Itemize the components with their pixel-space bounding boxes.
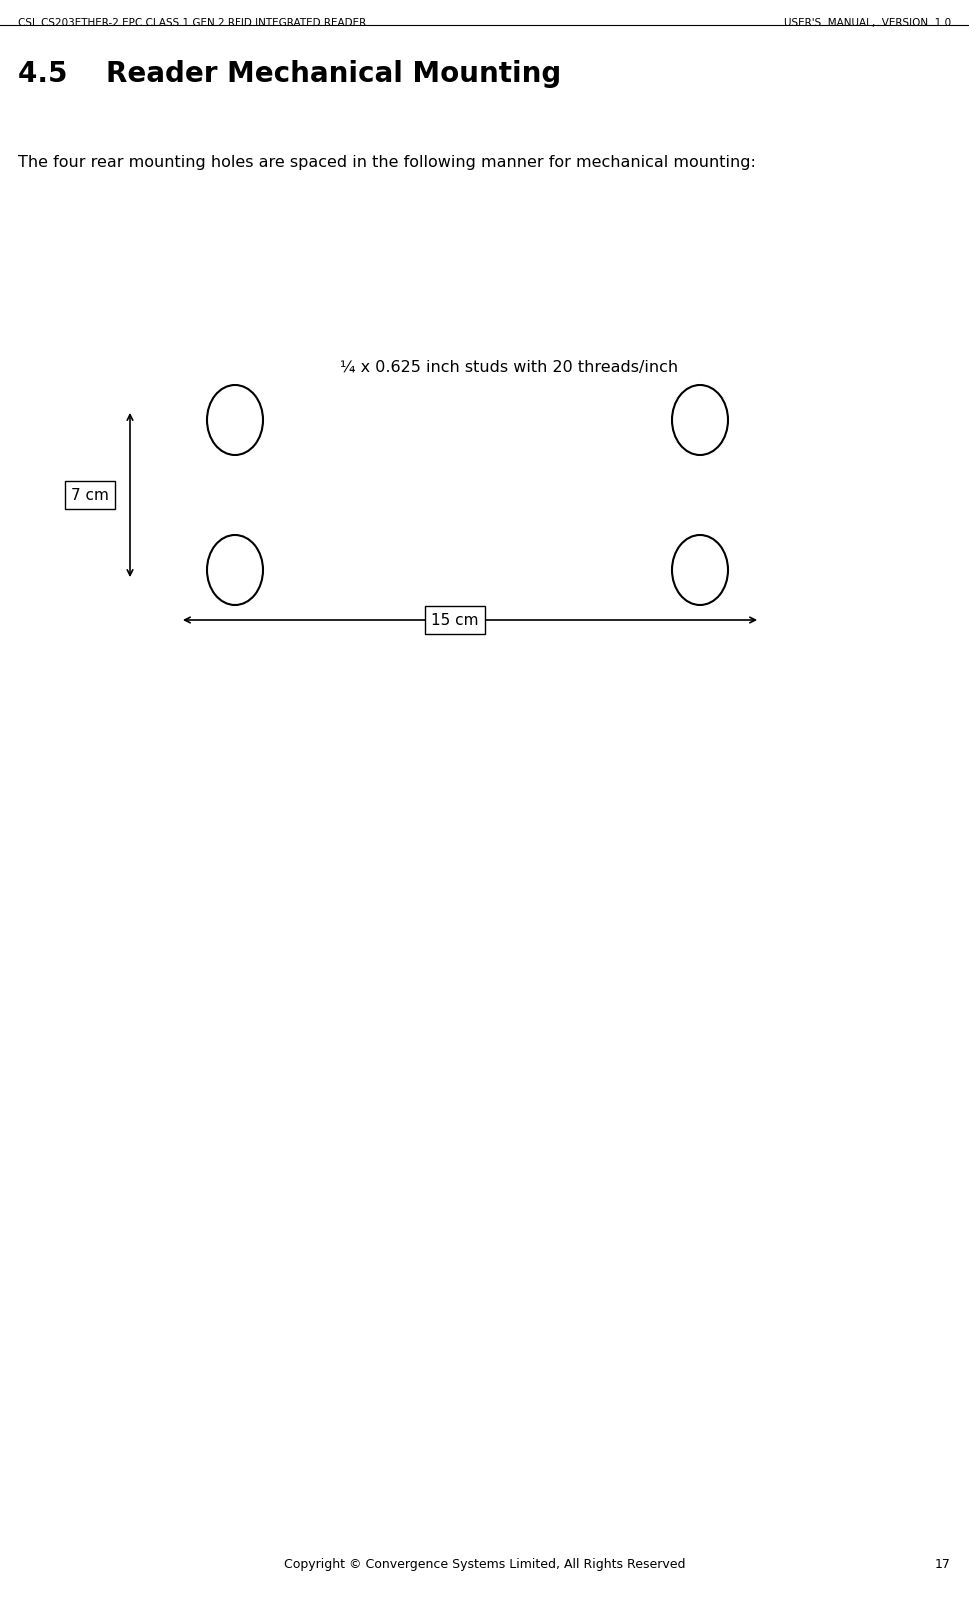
Text: Copyright © Convergence Systems Limited, All Rights Reserved: Copyright © Convergence Systems Limited,… (284, 1558, 685, 1571)
Text: 15 cm: 15 cm (431, 613, 479, 628)
Text: CSL CS203ETHER-2 EPC CLASS 1 GEN 2 RFID INTEGRATED READER: CSL CS203ETHER-2 EPC CLASS 1 GEN 2 RFID … (18, 18, 366, 27)
Text: USER'S  MANUAL,  VERSION  1.0: USER'S MANUAL, VERSION 1.0 (784, 18, 951, 27)
Text: ¼ x 0.625 inch studs with 20 threads/inch: ¼ x 0.625 inch studs with 20 threads/inc… (340, 360, 678, 375)
Text: 4.5    Reader Mechanical Mounting: 4.5 Reader Mechanical Mounting (18, 59, 561, 88)
Text: The four rear mounting holes are spaced in the following manner for mechanical m: The four rear mounting holes are spaced … (18, 155, 756, 170)
Text: 7 cm: 7 cm (71, 487, 109, 503)
Text: 17: 17 (935, 1558, 951, 1571)
